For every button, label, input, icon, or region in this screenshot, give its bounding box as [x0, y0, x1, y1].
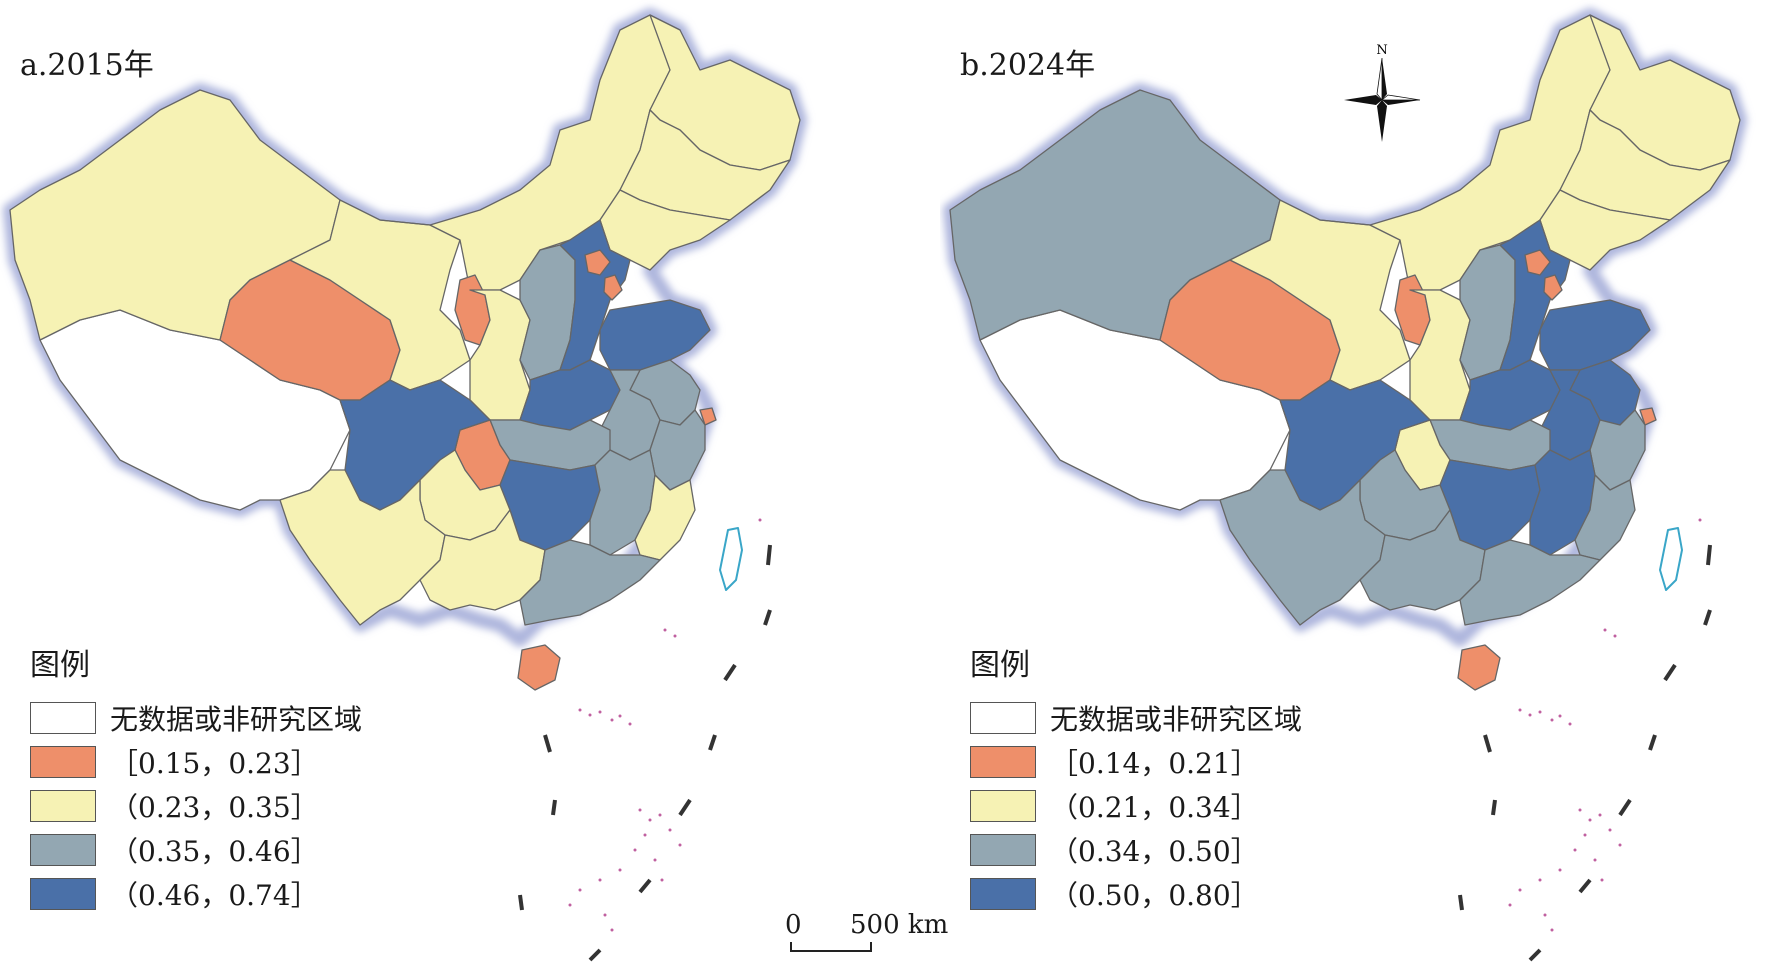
region-shanghai	[1639, 407, 1657, 426]
scale-line	[790, 950, 870, 952]
legend-item-class3: （0.34，0.50］	[970, 828, 1302, 872]
region-taiwan	[1659, 527, 1683, 591]
region-hainan	[517, 644, 561, 691]
legend-label: （0.34，0.50］	[1050, 835, 1259, 868]
panel-2015: a.2015年 图例 无数据或非研究区域 ［0.15，0.23］ （0.23，0…	[3, 8, 807, 962]
legend-item-class1: ［0.15，0.23］	[30, 740, 362, 784]
legend-swatch	[970, 790, 1036, 822]
legend-label: ［0.15，0.23］	[110, 747, 319, 780]
legend-label: （0.46，0.74］	[110, 879, 319, 912]
region-guangdong	[1459, 539, 1601, 626]
legend-swatch	[30, 746, 96, 778]
legend: 图例 无数据或非研究区域 ［0.15，0.23］ （0.23，0.35］ （0.…	[30, 640, 362, 916]
scale-tick	[790, 942, 792, 952]
provinces	[9, 14, 801, 691]
legend-swatch	[30, 878, 96, 910]
legend-label: 无数据或非研究区域	[1050, 703, 1303, 736]
legend: 图例 无数据或非研究区域 ［0.14，0.21］ （0.21，0.34］ （0.…	[970, 640, 1302, 916]
legend-title: 图例	[970, 648, 1030, 683]
region-shandong	[1539, 299, 1651, 371]
legend-label: （0.35，0.46］	[110, 835, 319, 868]
region-fujian	[634, 474, 696, 561]
legend-item-class4: （0.50，0.80］	[970, 872, 1302, 916]
region-guangdong	[519, 539, 661, 626]
region-hainan	[1457, 644, 1501, 691]
legend-label: （0.23，0.35］	[110, 791, 319, 824]
scale-end-label: 500 km	[850, 910, 949, 940]
legend-title: 图例	[30, 648, 90, 683]
north-arrow-icon: N	[1342, 42, 1422, 146]
region-yunnan	[279, 469, 446, 626]
region-yunnan	[1219, 469, 1386, 626]
provinces	[949, 14, 1741, 691]
region-gansu	[289, 199, 471, 391]
legend-swatch	[970, 834, 1036, 866]
region-tianjin	[1543, 274, 1563, 301]
legend-item-class4: （0.46，0.74］	[30, 872, 362, 916]
legend-swatch	[970, 878, 1036, 910]
region-tianjin	[603, 274, 623, 301]
compass-label: N	[1376, 43, 1387, 58]
legend-swatch	[30, 790, 96, 822]
legend-label: 无数据或非研究区域	[110, 703, 363, 736]
nine-dash-line	[1458, 544, 1712, 962]
south-china-sea-islands	[568, 518, 762, 932]
legend-label: ［0.14，0.21］	[1050, 747, 1259, 780]
legend-label: （0.50，0.80］	[1050, 879, 1259, 912]
region-beijing	[1524, 249, 1551, 276]
region-gansu	[1229, 199, 1411, 391]
panel-title: a.2015年	[20, 48, 154, 83]
scale-bar: 0 500 km	[780, 910, 948, 960]
legend-item-class2: （0.23，0.35］	[30, 784, 362, 828]
region-beijing	[584, 249, 611, 276]
legend-item-class1: ［0.14，0.21］	[970, 740, 1302, 784]
china-map	[3, 8, 807, 962]
region-fujian	[1574, 474, 1636, 561]
south-china-sea-islands	[1508, 518, 1702, 932]
panel-title: b.2024年	[960, 48, 1096, 83]
legend-swatch	[30, 834, 96, 866]
region-taiwan	[719, 527, 743, 591]
legend-swatch	[970, 746, 1036, 778]
legend-swatch	[970, 702, 1036, 734]
legend-item-class3: （0.35，0.46］	[30, 828, 362, 872]
scale-tick	[870, 942, 872, 952]
region-shandong	[599, 299, 711, 371]
legend-item-no-data: 无数据或非研究区域	[30, 696, 362, 740]
legend-item-no-data: 无数据或非研究区域	[970, 696, 1302, 740]
legend-item-class2: （0.21，0.34］	[970, 784, 1302, 828]
nine-dash-line	[518, 544, 772, 962]
region-shanghai	[699, 407, 717, 426]
panel-2024: b.2024年 图例 无数据或非研究区域 ［0.14，0.21］ （0.21，0…	[940, 0, 1772, 973]
scale-start-label: 0	[785, 910, 802, 940]
legend-label: （0.21，0.34］	[1050, 791, 1259, 824]
legend-swatch	[30, 702, 96, 734]
china-map	[943, 8, 1747, 962]
